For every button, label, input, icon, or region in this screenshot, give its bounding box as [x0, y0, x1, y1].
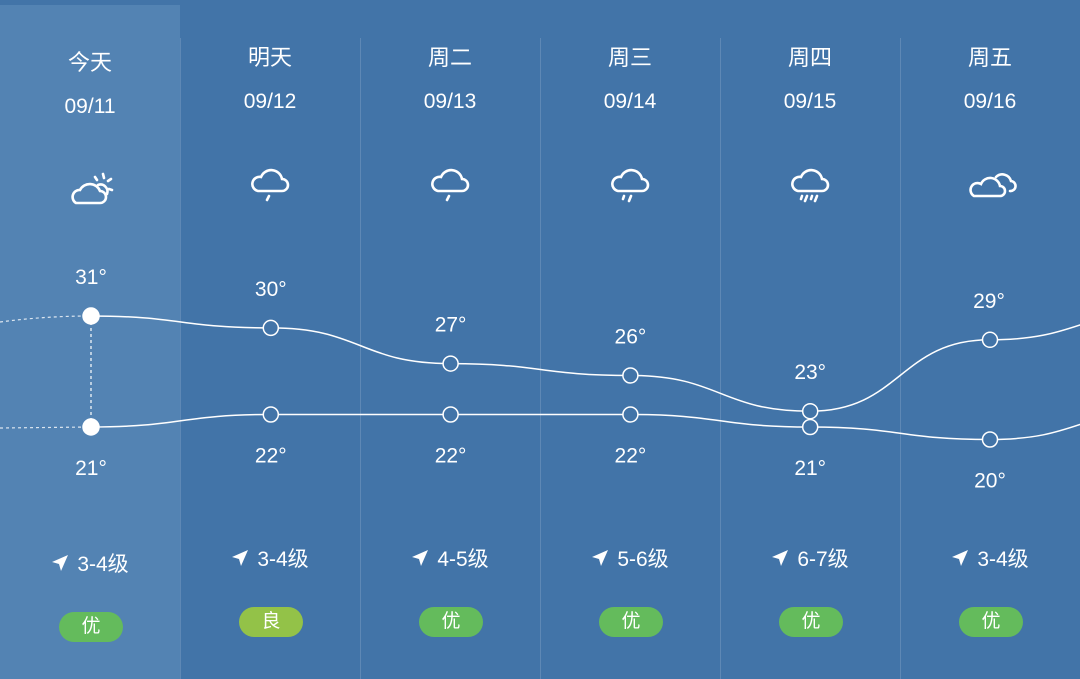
wind-info: 3-4级	[900, 543, 1080, 573]
light-rain-icon	[251, 168, 290, 202]
high-temp-label: 27°	[435, 314, 467, 337]
day-column[interactable]: 周四 09/15 6-7级 优	[720, 0, 900, 679]
day-name: 今天	[67, 50, 112, 75]
wind-info: 6-7级	[720, 543, 900, 573]
wind-direction-icon	[772, 550, 789, 566]
day-date: 09/12	[243, 90, 297, 113]
day-date: 09/11	[64, 95, 116, 118]
wind-level: 3-4级	[257, 548, 309, 571]
wind-direction-icon	[52, 555, 69, 571]
high-temp-label: 29°	[973, 290, 1005, 313]
high-temp-point	[981, 331, 999, 349]
day-column[interactable]: 周三 09/14 5-6级 优	[540, 0, 720, 679]
aqi-badge: 良	[239, 607, 303, 637]
day-date: 09/13	[423, 90, 477, 113]
high-temp-label: 30°	[255, 278, 287, 301]
low-temp-label: 20°	[974, 470, 1006, 493]
low-temp-label: 21°	[75, 457, 107, 480]
aqi-badge: 优	[599, 607, 663, 637]
day-name: 周二	[427, 45, 472, 70]
low-history-line	[0, 426, 92, 429]
day-column[interactable]: 周五 09/16 3-4级 优	[900, 0, 1080, 679]
day-date: 09/15	[783, 90, 837, 113]
low-temp-label: 22°	[435, 445, 467, 468]
wind-level: 4-5级	[437, 548, 489, 571]
column-divider	[360, 38, 361, 679]
low-temp-point	[442, 406, 459, 423]
low-temp-point	[262, 406, 280, 423]
low-temp-line	[90, 413, 1080, 441]
wind-direction-icon	[592, 550, 609, 566]
high-temp-label: 31°	[75, 266, 107, 289]
column-divider	[720, 38, 721, 679]
partly-cloudy-icon	[71, 172, 114, 205]
wind-level: 5-6级	[617, 548, 669, 571]
day-date: 09/14	[603, 90, 657, 113]
wind-direction-icon	[412, 550, 429, 566]
wind-direction-icon	[232, 550, 249, 566]
wind-info: 4-5级	[360, 543, 540, 573]
day-name: 明天	[247, 45, 292, 70]
high-history-line	[0, 315, 92, 323]
low-temp-label: 22°	[255, 445, 287, 468]
wind-level: 3-4级	[77, 553, 129, 576]
day-name: 周三	[607, 45, 652, 70]
aqi-badge: 优	[779, 607, 843, 637]
low-temp-point	[801, 418, 819, 436]
low-temp-point	[981, 431, 999, 448]
high-temp-label: 26°	[615, 326, 647, 349]
wind-info: 3-4级	[0, 548, 180, 578]
wind-level: 3-4级	[977, 548, 1029, 571]
high-temp-point	[82, 307, 100, 325]
wind-info: 3-4级	[180, 543, 360, 573]
day-date: 09/16	[963, 90, 1017, 113]
day-column[interactable]: 今天 09/11 3-4级 优	[0, 5, 180, 679]
aqi-badge: 优	[59, 612, 123, 642]
day-column[interactable]: 周二 09/13 4-5级 优	[360, 0, 540, 679]
day-column[interactable]: 明天 09/12 3-4级 良	[180, 0, 360, 679]
day-name: 周五	[967, 45, 1012, 70]
high-temp-line	[90, 315, 1080, 412]
column-divider	[900, 38, 901, 679]
cloudy-icon	[969, 173, 1017, 198]
high-temp-point	[442, 355, 459, 372]
aqi-badge: 优	[419, 607, 483, 637]
wind-info: 5-6级	[540, 543, 720, 573]
column-divider	[540, 38, 541, 679]
wind-direction-icon	[952, 550, 969, 566]
low-temp-label: 21°	[794, 457, 826, 480]
wind-level: 6-7级	[797, 548, 849, 571]
low-temp-label: 22°	[615, 445, 647, 468]
high-temp-label: 23°	[794, 361, 826, 384]
high-temp-point	[622, 367, 639, 384]
high-temp-point	[262, 319, 280, 337]
moderate-rain-icon	[611, 168, 650, 203]
heavy-rain-icon	[791, 168, 830, 203]
high-temp-point	[801, 402, 819, 420]
column-divider	[180, 38, 181, 679]
aqi-badge: 优	[959, 607, 1023, 637]
light-rain-icon	[431, 168, 470, 202]
low-temp-point	[622, 406, 639, 423]
day-name: 周四	[787, 45, 832, 70]
low-temp-point	[82, 418, 100, 436]
